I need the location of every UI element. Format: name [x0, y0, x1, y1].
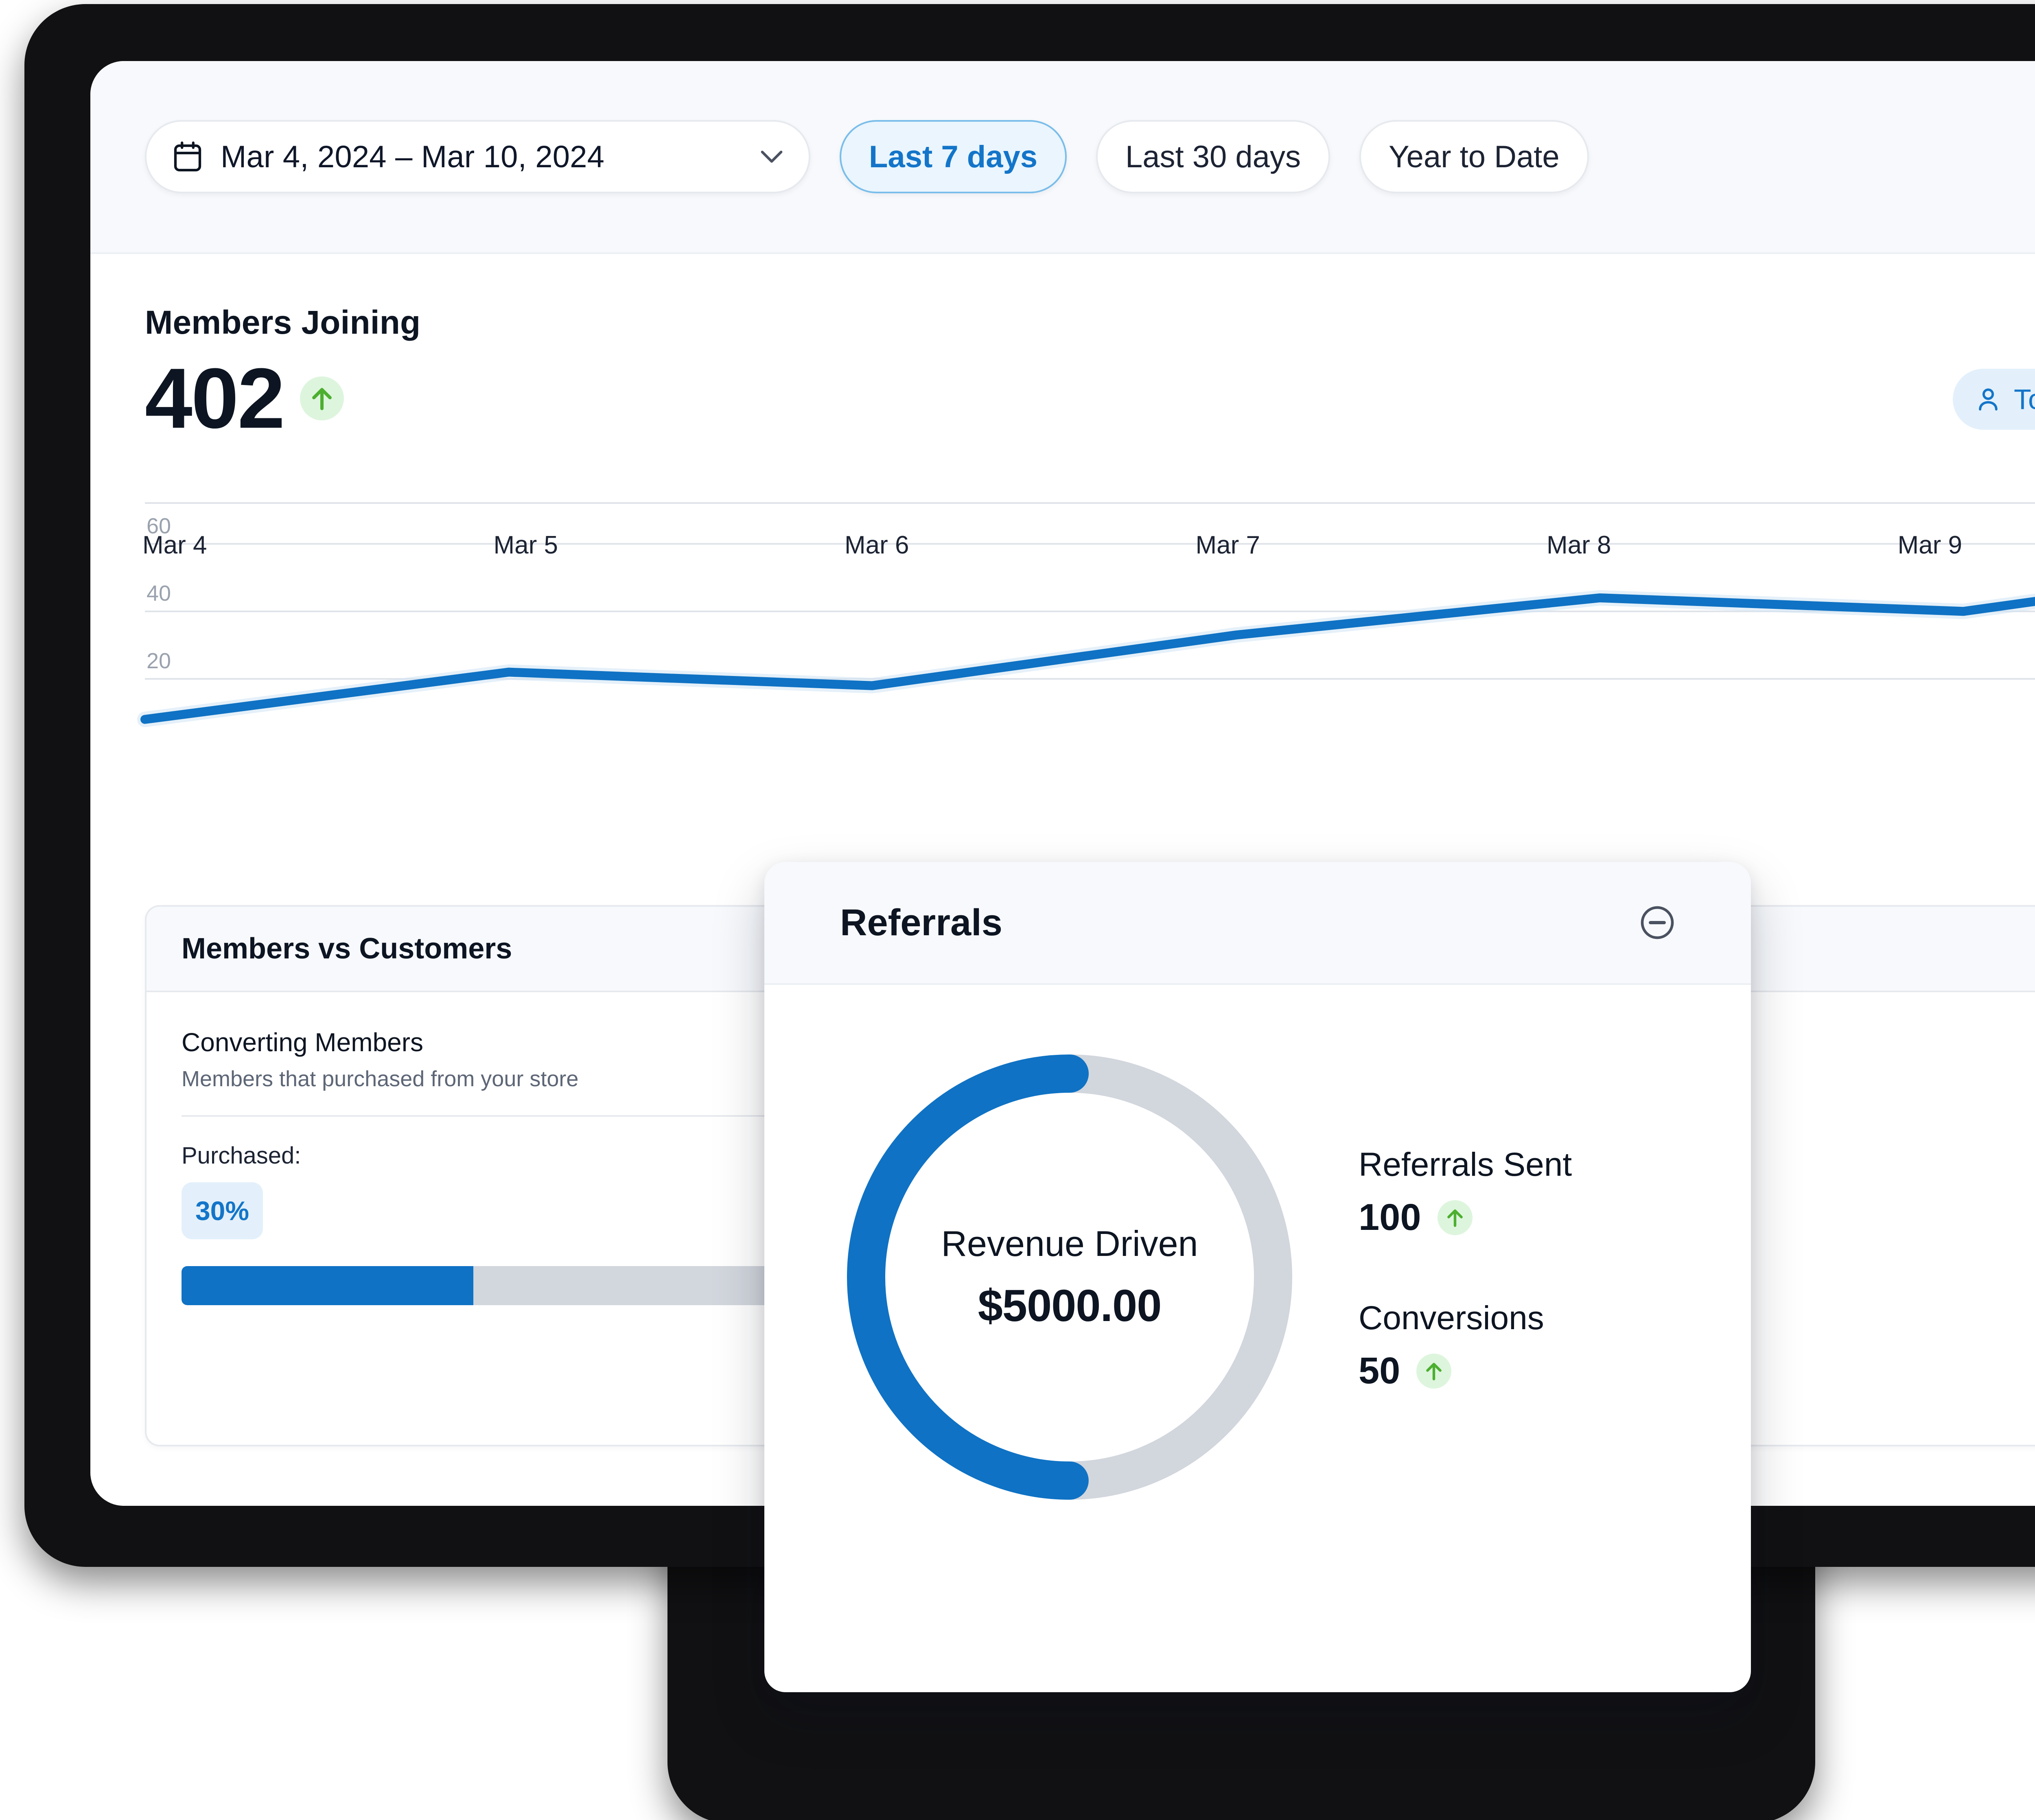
modal-title: Referrals: [840, 901, 1002, 943]
divider: [182, 1115, 1154, 1117]
svg-text:40: 40: [147, 581, 171, 606]
chart-top-divider: [145, 502, 2035, 504]
referrals-sent-row: 100: [1359, 1196, 1572, 1239]
purchased-stat: Purchased: 30%: [182, 1142, 301, 1239]
range-option-last-30-days[interactable]: Last 30 days: [1096, 120, 1330, 193]
converting-members-title: Converting Members: [182, 1028, 423, 1057]
line-chart-svg: 20 40 60: [137, 514, 2035, 727]
svg-text:60: 60: [147, 514, 171, 538]
donut-center-text: Revenue Driven $5000.00: [825, 1033, 1314, 1521]
svg-text:20: 20: [147, 649, 171, 673]
modal-body: Revenue Driven $5000.00 Referrals Sent 1…: [764, 985, 1751, 1521]
conversions-value: 50: [1359, 1350, 1400, 1391]
range-option-year-to-date[interactable]: Year to Date: [1359, 120, 1589, 193]
revenue-driven-value: $5000.00: [978, 1280, 1162, 1331]
date-range-picker[interactable]: Mar 4, 2024 – Mar 10, 2024: [145, 120, 810, 193]
arrow-up-icon: [1416, 1353, 1452, 1389]
x-axis-tick: Mar 8: [1547, 531, 1611, 559]
purchase-progress-fill: [182, 1266, 473, 1305]
kpi-value: 402: [145, 350, 285, 446]
conversions-row: 50: [1359, 1350, 1572, 1392]
filter-toolbar: Mar 4, 2024 – Mar 10, 2024 Last 7 days L…: [90, 61, 2035, 254]
card-title: Members vs Customers: [182, 932, 512, 965]
donut-chart-svg: [847, 1054, 1292, 1500]
x-axis-tick: Mar 4: [142, 531, 207, 559]
purchased-label: Purchased:: [182, 1142, 301, 1169]
referrals-modal: Referrals Revenue Driven $5000.00: [764, 862, 1751, 1692]
purchased-percent-badge: 30%: [182, 1182, 263, 1239]
range-option-last-7-days[interactable]: Last 7 days: [840, 120, 1067, 193]
date-range-value: Mar 4, 2024 – Mar 10, 2024: [221, 139, 605, 174]
referrals-sent-label: Referrals Sent: [1359, 1146, 1572, 1183]
referrals-sent-value: 100: [1359, 1197, 1421, 1238]
chevron-down-icon[interactable]: [735, 149, 783, 164]
referral-stats: Referrals Sent 100 Conversions 50: [1359, 1146, 1572, 1409]
members-joining-chart: 20 40 60: [90, 502, 2035, 775]
referrals-sent-stat: Referrals Sent 100: [1359, 1146, 1572, 1239]
minus-circle-icon[interactable]: [1639, 905, 1675, 941]
total-members-label: Total Members: 19,031: [2013, 383, 2035, 415]
kpi-block: 402: [145, 356, 344, 441]
x-axis-tick: Mar 9: [1897, 531, 1962, 559]
x-axis-tick: Mar 7: [1195, 531, 1260, 559]
converting-members-desc: Members that purchased from your store: [182, 1067, 579, 1091]
conversions-stat: Conversions 50: [1359, 1299, 1572, 1392]
revenue-donut-chart: Revenue Driven $5000.00: [825, 1033, 1314, 1521]
total-members-badge: Total Members: 19,031: [1952, 369, 2035, 430]
arrow-up-icon: [300, 376, 344, 420]
person-icon: [1976, 387, 2000, 412]
arrow-up-icon: [1437, 1200, 1473, 1235]
calendar-icon: [173, 141, 203, 173]
conversions-label: Conversions: [1359, 1299, 1544, 1337]
x-axis-tick: Mar 5: [493, 531, 558, 559]
page-title: Members Joining: [145, 304, 421, 341]
revenue-driven-label: Revenue Driven: [941, 1223, 1198, 1264]
modal-header: Referrals: [764, 862, 1751, 985]
x-axis-tick: Mar 6: [845, 531, 909, 559]
